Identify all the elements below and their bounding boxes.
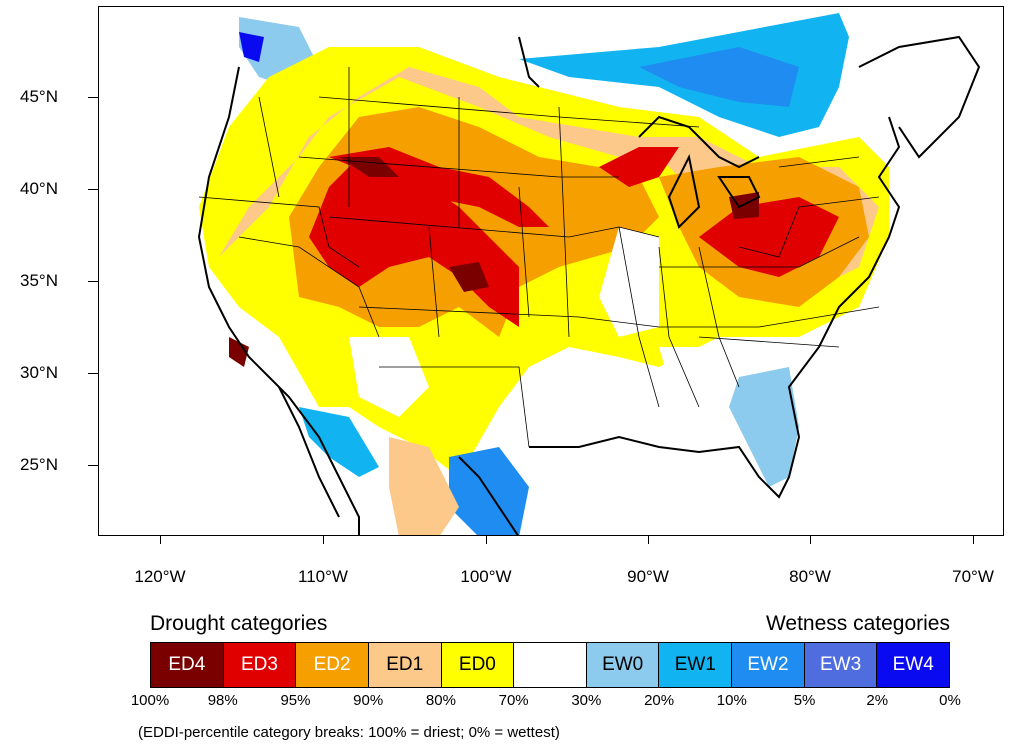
mexico-wet-region xyxy=(299,407,379,477)
y-tick xyxy=(88,97,98,98)
white-region-southwest xyxy=(349,337,429,417)
x-tick xyxy=(648,536,649,544)
legend-box-ew0: EW0 xyxy=(586,643,660,687)
mexico-drought-region xyxy=(389,437,459,535)
coastlines xyxy=(197,35,981,535)
percentile-break-label: 100% xyxy=(130,692,170,709)
y-label-35n: 35°N xyxy=(20,271,58,290)
drought-categories-title: Drought categories xyxy=(150,612,328,635)
x-tick xyxy=(810,536,811,544)
percentile-break-label: 80% xyxy=(425,692,456,709)
map-drawing xyxy=(197,13,981,535)
legend-color-bar: ED4 ED3 ED2 ED1 ED0 EW0 EW1 EW2 EW3 EW4 xyxy=(150,642,950,688)
percentile-break-label: 98% xyxy=(207,692,238,709)
y-label-30n: 30°N xyxy=(20,363,58,382)
legend-box-ed2: ED2 xyxy=(296,643,369,687)
percentile-break-label: 0% xyxy=(939,692,961,709)
x-label-100w: 100°W xyxy=(460,567,512,586)
x-label-80w: 80°W xyxy=(789,567,831,586)
legend-box-ed3: ED3 xyxy=(223,643,297,687)
x-label-120w: 120°W xyxy=(134,567,186,586)
x-label-90w: 90°W xyxy=(627,567,669,586)
percentile-break-label: 5% xyxy=(793,692,816,709)
x-tick xyxy=(486,536,487,544)
y-tick xyxy=(88,281,98,282)
state-borders xyxy=(198,67,880,448)
wetness-categories-title: Wetness categories xyxy=(765,612,950,635)
darkred-region-1 xyxy=(339,157,399,177)
florida-wet-region xyxy=(729,367,799,487)
y-tick xyxy=(88,189,98,190)
y-tick xyxy=(88,465,98,466)
legend-box-ew4: EW4 xyxy=(877,643,950,687)
footnote: (EDDI-percentile category breaks: 100% =… xyxy=(138,724,560,741)
percentile-break-label: 20% xyxy=(644,692,675,709)
legend-box-ew1: EW1 xyxy=(659,643,733,687)
legend-box-ew3: EW3 xyxy=(804,643,878,687)
percentile-break-label: 95% xyxy=(280,692,311,709)
darkred-region-4 xyxy=(229,337,249,367)
y-label-25n: 25°N xyxy=(20,455,58,474)
legend-box-normal xyxy=(514,643,587,687)
pacific-nw-wet-2 xyxy=(239,32,264,62)
legend-box-ed1: ED1 xyxy=(368,643,442,687)
y-label-45n: 45°N xyxy=(20,87,58,106)
canada-wet-region-2 xyxy=(639,47,799,107)
eddi-map xyxy=(98,6,1004,536)
percentile-break-label: 70% xyxy=(498,692,529,709)
darkred-region-2 xyxy=(449,262,489,292)
x-tick xyxy=(160,536,161,544)
percentile-break-label: 10% xyxy=(716,692,747,709)
x-tick xyxy=(973,536,974,544)
white-region-texas xyxy=(529,367,679,457)
x-label-70w: 70°W xyxy=(952,567,994,586)
legend-box-ew2: EW2 xyxy=(732,643,805,687)
x-label-110w: 110°W xyxy=(298,567,348,586)
percentile-break-label: 90% xyxy=(353,692,384,709)
percentile-break-label: 2% xyxy=(866,692,889,709)
y-tick xyxy=(88,373,98,374)
legend-box-ed4: ED4 xyxy=(151,643,224,687)
x-tick xyxy=(323,536,324,544)
legend-box-ed0: ED0 xyxy=(441,643,515,687)
percentile-break-label: 30% xyxy=(571,692,602,709)
y-label-40n: 40°N xyxy=(20,179,58,198)
